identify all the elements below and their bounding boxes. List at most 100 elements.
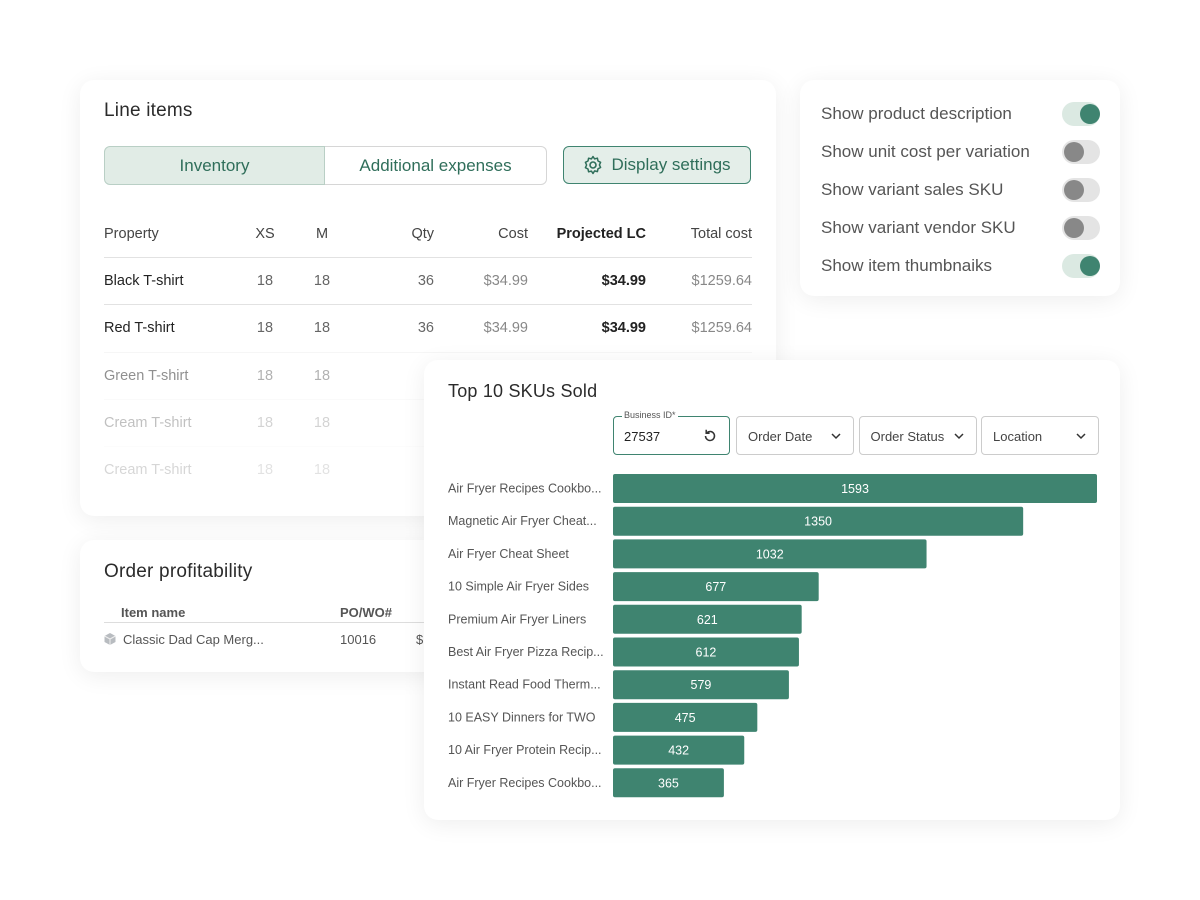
dropdown[interactable]: Location — [981, 416, 1099, 455]
chart-card: Top 10 SKUs Sold Business ID* 27537 Orde… — [424, 360, 1120, 820]
button-label: Display settings — [611, 155, 731, 174]
cell: 3 — [284, 415, 434, 431]
cell: 18 — [256, 414, 274, 431]
category-label: Air Fryer Recipes Cookbo... — [448, 776, 602, 790]
column-header: M — [315, 226, 329, 242]
cell: 3 — [284, 368, 434, 384]
cell: Red T-shirt — [104, 320, 175, 337]
bar — [613, 474, 1097, 503]
bar-value-label: 432 — [668, 744, 689, 758]
bar-value-label: 1032 — [756, 547, 784, 561]
category-label: Best Air Fryer Pizza Recip... — [448, 645, 604, 659]
cell: $34.99 — [601, 273, 646, 289]
tab[interactable]: Inventory — [104, 146, 325, 185]
row-divider — [104, 351, 752, 353]
category-label: Premium Air Fryer Liners — [448, 612, 586, 626]
category-label: Air Fryer Recipes Cookbo... — [448, 482, 602, 496]
row-divider — [104, 257, 752, 258]
bar-value-label: 1593 — [841, 482, 869, 496]
cell: Classic Dad Cap Merg... — [123, 632, 264, 647]
cell: 18 — [313, 367, 331, 384]
setting-label: Show item thumbnaiks — [821, 256, 993, 275]
bar-value-label: 677 — [705, 580, 726, 594]
dropdown[interactable]: Order Date — [736, 416, 854, 455]
cell: Green T-shirt — [104, 367, 189, 384]
tab[interactable]: Additional expenses — [325, 146, 547, 185]
cell: 18 — [256, 320, 274, 337]
cell: 18 — [256, 367, 274, 384]
dropdown[interactable]: Order Status — [858, 416, 977, 455]
settings-card: Show product description Show unit cost p… — [800, 80, 1120, 296]
bar — [613, 539, 927, 569]
chevron — [831, 433, 841, 440]
cell: 10016 — [340, 632, 377, 647]
toggle[interactable] — [1062, 102, 1100, 126]
cell: Cream T-shirt — [104, 414, 192, 431]
bar — [613, 637, 799, 667]
item-icon — [104, 633, 116, 645]
cell: $ — [416, 632, 424, 647]
header-rule — [104, 622, 504, 623]
cell: 18 — [256, 273, 274, 289]
category-label: 10 EASY Dinners for TWO — [448, 710, 596, 724]
setting-label: Show variant vendor SKU — [821, 218, 1016, 237]
cell: $1259.64 — [691, 320, 752, 337]
category-label: Air Fryer Cheat Sheet — [448, 547, 569, 561]
business-id-field[interactable]: Business ID* 27537 — [613, 410, 730, 455]
column-header: Qty — [411, 226, 434, 242]
setting-label: Show variant sales SKU — [821, 180, 1004, 199]
bar — [613, 768, 724, 798]
column-header: XS — [255, 226, 275, 242]
dropdown-label: Location — [993, 429, 1043, 444]
cell: $34.99 — [483, 273, 528, 289]
column-header: Total cost — [690, 226, 752, 242]
gear-icon — [585, 155, 602, 175]
bar-value-label: 579 — [691, 678, 712, 692]
setting-label: Show unit cost per variation — [821, 142, 1030, 161]
toggle[interactable] — [1062, 254, 1100, 278]
bar — [613, 572, 819, 602]
category-label: Instant Read Food Therm... — [448, 678, 601, 692]
card-title: Order profitability — [104, 561, 253, 582]
toggle[interactable] — [1062, 140, 1100, 164]
card-title: Line items — [104, 100, 193, 121]
bar — [613, 604, 802, 634]
chart-title: Top 10 SKUs Sold — [448, 381, 598, 401]
column-header: Item name — [121, 605, 186, 620]
cell: 18 — [313, 273, 331, 289]
bar-value-label: 365 — [658, 776, 679, 790]
cell: 18 — [313, 462, 331, 479]
toggle-knob — [1064, 218, 1084, 238]
column-header: PO/WO# — [340, 605, 393, 620]
toggle-knob — [1064, 180, 1084, 200]
toggle-knob — [1080, 256, 1100, 276]
display-settings-button[interactable]: Display settings — [563, 146, 751, 184]
refresh-icon[interactable] — [702, 428, 718, 444]
dropdown-label: Order Date — [748, 429, 813, 444]
column-header: Projected LC — [556, 226, 646, 242]
cell: Black T-shirt — [104, 273, 184, 289]
toggle[interactable] — [1062, 216, 1100, 240]
row-divider — [104, 304, 752, 306]
bar-value-label: 612 — [696, 646, 717, 660]
bar — [613, 670, 789, 700]
toggle-knob — [1080, 104, 1100, 124]
bar-value-label: 621 — [697, 613, 718, 627]
cell: 18 — [313, 414, 331, 431]
cell: 36 — [417, 320, 434, 337]
bar-value-label: 475 — [675, 711, 696, 725]
column-header: Cost — [498, 226, 528, 242]
chevron — [953, 433, 964, 440]
toggle[interactable] — [1062, 178, 1100, 202]
category-label: 10 Air Fryer Protein Recip... — [448, 743, 602, 757]
bar — [613, 735, 745, 765]
column-header: Property — [104, 226, 159, 242]
cell: 18 — [313, 320, 331, 337]
bar — [613, 506, 1024, 536]
cell: Cream T-shirt — [104, 462, 192, 479]
setting-label: Show product description — [821, 104, 1012, 123]
category-label: Magnetic Air Fryer Cheat... — [448, 514, 597, 528]
toggle-knob — [1064, 142, 1084, 162]
bar — [613, 702, 758, 732]
